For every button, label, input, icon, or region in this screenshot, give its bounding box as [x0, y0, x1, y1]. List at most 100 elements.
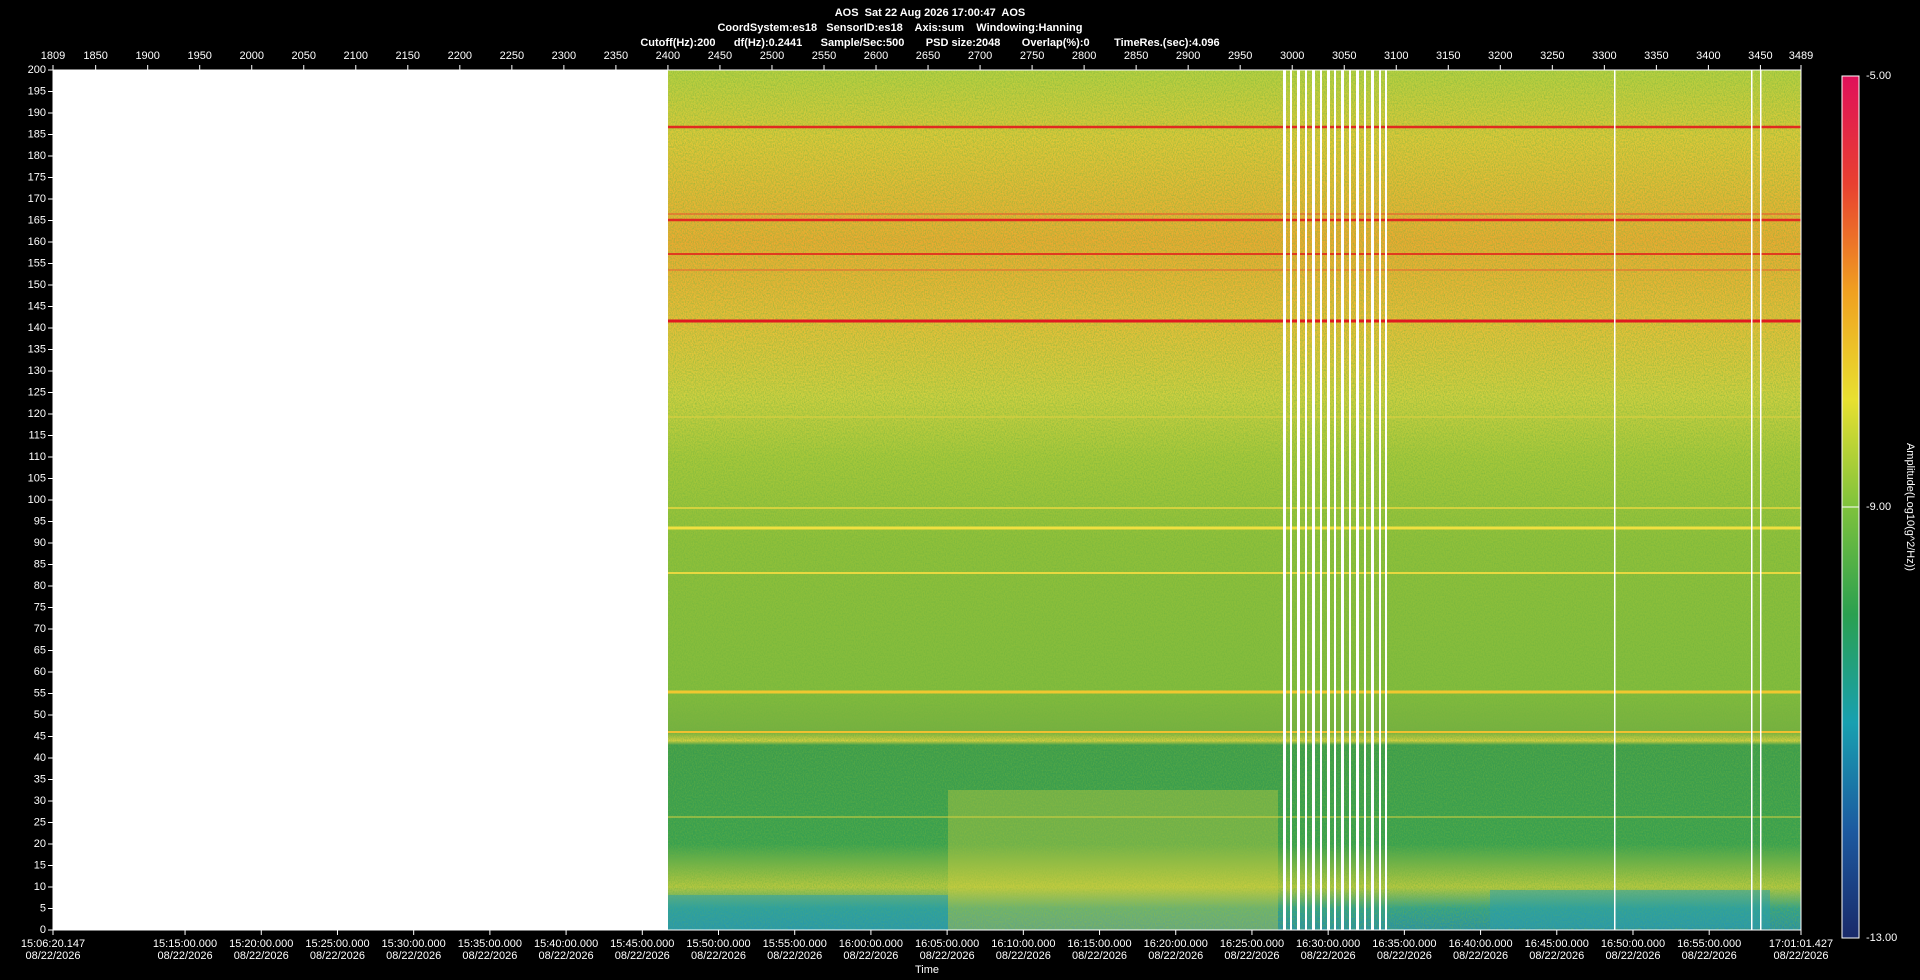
colorbar-tick-label: -13.00: [1866, 932, 1897, 944]
y-tick-label: 135: [28, 343, 46, 355]
y-tick-label: 180: [28, 150, 46, 162]
y-tick-label: 20: [34, 838, 46, 850]
y-tick-label: 190: [28, 107, 46, 119]
colorbar-tick-label: -9.00: [1866, 501, 1891, 513]
y-tick-label: 10: [34, 881, 46, 893]
x-tick-label: 1950: [187, 50, 211, 62]
time-tick-label: 15:45:00.000: [610, 938, 674, 950]
time-tick-date: 08/22/2026: [386, 950, 441, 962]
time-tick-date: 08/22/2026: [1682, 950, 1737, 962]
x-tick-label: 3250: [1540, 50, 1564, 62]
time-tick-label: 16:55:00.000: [1677, 938, 1741, 950]
x-tick-label: 2950: [1228, 50, 1252, 62]
time-tick-label: 15:50:00.000: [686, 938, 750, 950]
y-tick-label: 115: [28, 429, 46, 441]
time-tick-date: 08/22/2026: [767, 950, 822, 962]
y-tick-label: 110: [28, 451, 46, 463]
x-tick-label: 3150: [1436, 50, 1460, 62]
y-tick-label: 150: [28, 279, 46, 291]
y-tick-label: 65: [34, 644, 46, 656]
y-tick-label: 195: [28, 85, 46, 97]
x-axis-label: Time: [915, 964, 939, 976]
x-tick-label: 2650: [916, 50, 940, 62]
time-tick-label: 15:40:00.000: [534, 938, 598, 950]
time-tick-date: 08/22/2026: [1224, 950, 1279, 962]
x-tick-label: 3100: [1384, 50, 1408, 62]
x-tick-label: 3489: [1789, 50, 1813, 62]
x-tick-label: 2000: [239, 50, 263, 62]
time-tick-date: 08/22/2026: [462, 950, 517, 962]
time-tick-date: 08/22/2026: [1529, 950, 1584, 962]
y-tick-label: 105: [28, 472, 46, 484]
x-tick-label: 1900: [135, 50, 159, 62]
time-tick-date: 08/22/2026: [615, 950, 670, 962]
time-tick-date: 08/22/2026: [234, 950, 289, 962]
y-tick-label: 85: [34, 558, 46, 570]
y-tick-label: 95: [34, 515, 46, 527]
x-tick-label: 2450: [708, 50, 732, 62]
y-tick-label: 165: [28, 214, 46, 226]
time-tick-label: 16:25:00.000: [1220, 938, 1284, 950]
time-tick-label: 15:30:00.000: [382, 938, 446, 950]
x-tick-label: 3450: [1748, 50, 1772, 62]
y-tick-label: 35: [34, 773, 46, 785]
time-tick-label: 15:55:00.000: [763, 938, 827, 950]
time-tick-date: 08/22/2026: [1773, 950, 1828, 962]
time-tick-label: 15:35:00.000: [458, 938, 522, 950]
x-tick-label: 2150: [396, 50, 420, 62]
y-tick-label: 70: [34, 623, 46, 635]
time-tick-label: 15:15:00.000: [153, 938, 217, 950]
y-tick-label: 160: [28, 236, 46, 248]
time-tick-label: 15:20:00.000: [229, 938, 293, 950]
time-tick-date: 08/22/2026: [1453, 950, 1508, 962]
x-tick-label: 2500: [760, 50, 784, 62]
y-tick-label: 5: [40, 902, 46, 914]
time-tick-label: 16:40:00.000: [1448, 938, 1512, 950]
y-tick-label: 130: [28, 365, 46, 377]
x-tick-label: 2600: [864, 50, 888, 62]
time-tick-date: 08/22/2026: [1301, 950, 1356, 962]
time-tick-label: 16:45:00.000: [1525, 938, 1589, 950]
spectrogram: [668, 70, 1801, 930]
y-tick-label: 185: [28, 128, 46, 140]
y-tick-label: 80: [34, 580, 46, 592]
time-tick-label: 16:20:00.000: [1144, 938, 1208, 950]
x-tick-label: 3200: [1488, 50, 1512, 62]
y-tick-label: 90: [34, 537, 46, 549]
time-tick-label: 16:00:00.000: [839, 938, 903, 950]
x-tick-label: 2350: [604, 50, 628, 62]
x-tick-label: 3050: [1332, 50, 1356, 62]
y-tick-label: 200: [28, 64, 46, 76]
y-tick-label: 120: [28, 408, 46, 420]
colorbar-tick-label: -5.00: [1866, 70, 1891, 82]
y-tick-label: 175: [28, 171, 46, 183]
x-tick-label: 2900: [1176, 50, 1200, 62]
x-tick-label: 2050: [292, 50, 316, 62]
colorbar-label: Amplitude(Log10(g^2/Hz)): [1904, 443, 1916, 571]
x-tick-label: 3000: [1280, 50, 1304, 62]
time-tick-date: 08/22/2026: [1148, 950, 1203, 962]
time-tick-date: 08/22/2026: [920, 950, 975, 962]
title-line: CoordSystem:es18 SensorID:es18 Axis:sum …: [717, 22, 1082, 34]
time-tick-label: 16:35:00.000: [1372, 938, 1436, 950]
x-tick-label: 1809: [41, 50, 65, 62]
time-tick-date: 08/22/2026: [1605, 950, 1660, 962]
x-tick-label: 2850: [1124, 50, 1148, 62]
x-tick-label: 2550: [812, 50, 836, 62]
y-tick-label: 55: [34, 687, 46, 699]
time-tick-date: 08/22/2026: [1377, 950, 1432, 962]
x-tick-label: 3300: [1592, 50, 1616, 62]
x-tick-label: 3400: [1696, 50, 1720, 62]
y-tick-label: 155: [28, 257, 46, 269]
time-tick-label: 17:01:01.427: [1769, 938, 1833, 950]
x-tick-label: 2800: [1072, 50, 1096, 62]
x-tick-label: 2250: [500, 50, 524, 62]
x-tick-label: 2750: [1020, 50, 1044, 62]
title-line: Cutoff(Hz):200 df(Hz):0.2441 Sample/Sec:…: [640, 37, 1219, 49]
x-tick-label: 2700: [968, 50, 992, 62]
x-tick-label: 1850: [83, 50, 107, 62]
time-tick-date: 08/22/2026: [539, 950, 594, 962]
x-tick-label: 2100: [344, 50, 368, 62]
x-tick-label: 3350: [1644, 50, 1668, 62]
